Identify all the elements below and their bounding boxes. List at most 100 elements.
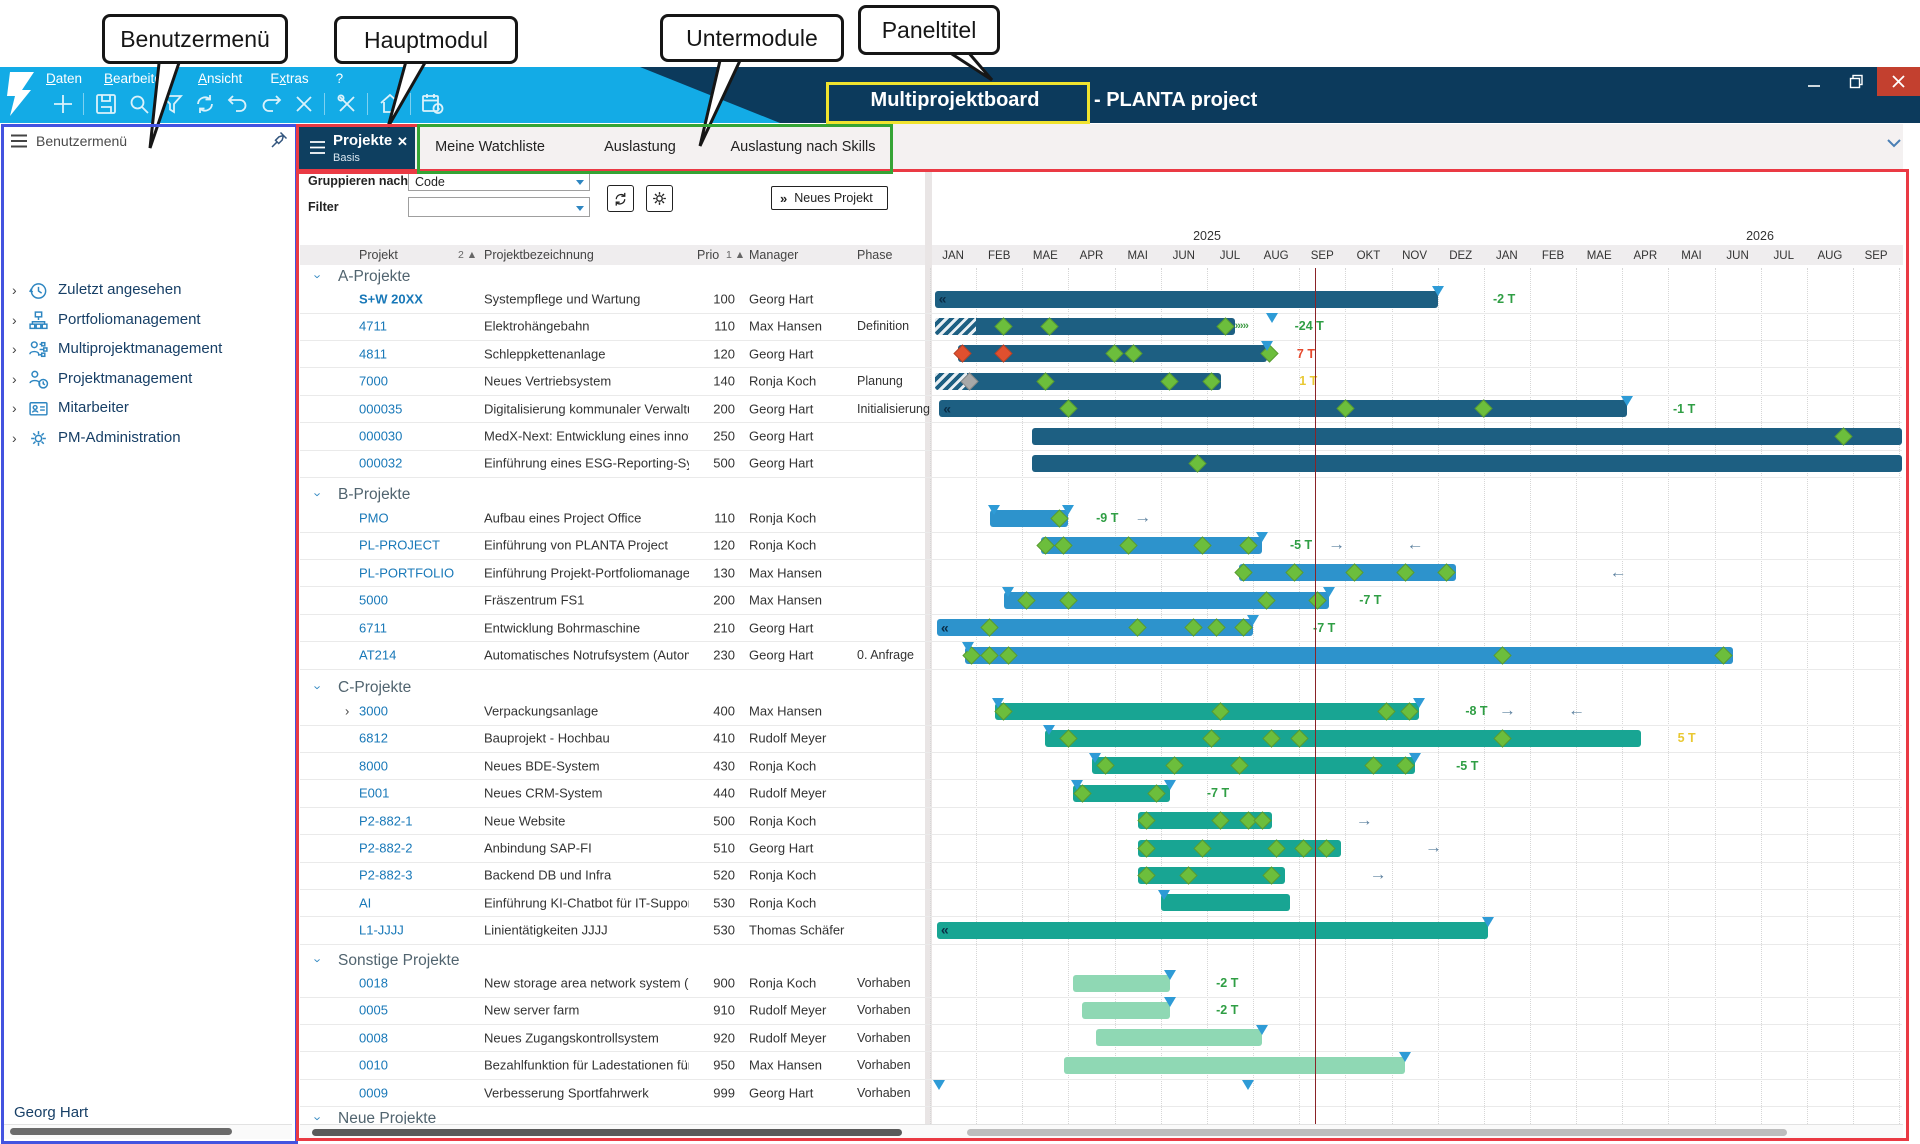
gantt-bar[interactable] bbox=[934, 317, 1235, 335]
sidebar-item-pm-administration[interactable]: › PM-Administration bbox=[10, 425, 290, 453]
project-code-link[interactable]: 4811 bbox=[359, 346, 387, 362]
tab-meine-watchliste[interactable]: Meine Watchliste bbox=[435, 139, 545, 155]
menu-help[interactable]: ? bbox=[335, 71, 344, 86]
menu-bearbeiten[interactable]: Bearbeiten bbox=[104, 71, 170, 86]
gantt-bar[interactable] bbox=[1082, 1001, 1170, 1019]
tools-icon[interactable] bbox=[334, 91, 360, 117]
expand-chevron-icon[interactable]: › bbox=[12, 429, 17, 446]
column-header-projekt[interactable]: Projekt bbox=[359, 248, 398, 262]
project-code-link[interactable]: 000035 bbox=[359, 401, 403, 417]
collapse-chevron-icon[interactable]: › bbox=[310, 958, 326, 963]
project-code-link[interactable]: 000032 bbox=[359, 455, 403, 471]
project-code-link[interactable]: E001 bbox=[359, 785, 390, 801]
project-code-link[interactable]: 6812 bbox=[359, 730, 388, 746]
refresh-button[interactable] bbox=[607, 185, 634, 212]
sidebar-item-multiprojektmanagement[interactable]: › Multiprojektmanagement bbox=[10, 336, 290, 364]
project-code-link[interactable]: AT214 bbox=[359, 647, 397, 663]
project-code-link[interactable]: 4711 bbox=[359, 318, 387, 334]
settings-button[interactable] bbox=[646, 185, 673, 212]
filter-icon[interactable] bbox=[159, 91, 185, 117]
restore-button[interactable] bbox=[1835, 67, 1877, 96]
filter-select[interactable] bbox=[408, 197, 590, 217]
group-by-select[interactable]: Code bbox=[408, 171, 590, 191]
hamburger-icon[interactable] bbox=[10, 133, 28, 149]
collapse-chevron-icon[interactable]: › bbox=[310, 685, 326, 690]
gantt-bar[interactable] bbox=[1137, 866, 1286, 884]
project-code-link[interactable]: 0009 bbox=[359, 1085, 388, 1101]
project-code-link[interactable]: PL-PROJECT bbox=[359, 537, 440, 553]
expand-chevron-icon[interactable]: › bbox=[345, 703, 350, 719]
redo-icon[interactable] bbox=[258, 91, 284, 117]
gantt-bar[interactable] bbox=[989, 509, 1069, 527]
new-project-button[interactable]: » Neues Projekt bbox=[771, 186, 888, 210]
gantt-bar[interactable] bbox=[934, 290, 1438, 308]
main-scrollbar[interactable] bbox=[300, 1124, 1903, 1140]
project-code-link[interactable]: 8000 bbox=[359, 758, 388, 774]
column-header-manager[interactable]: Manager bbox=[749, 248, 799, 262]
sidebar-item-projektmanagement[interactable]: › Projektmanagement bbox=[10, 366, 290, 394]
expand-chevron-icon[interactable]: › bbox=[12, 311, 17, 328]
gantt-bar[interactable] bbox=[1063, 1056, 1406, 1074]
expand-chevron-icon[interactable]: › bbox=[12, 282, 17, 298]
refresh-icon[interactable] bbox=[192, 91, 218, 117]
gantt-bar[interactable] bbox=[1137, 839, 1341, 857]
project-code-link[interactable]: 7000 bbox=[359, 373, 388, 389]
expand-chevron-icon[interactable]: › bbox=[12, 370, 17, 387]
tab-overflow-chevron-icon[interactable] bbox=[1886, 138, 1902, 150]
tab-projekte[interactable]: Projekte Basis ✕ bbox=[299, 126, 415, 170]
gantt-bar[interactable] bbox=[1073, 784, 1170, 802]
gantt-bar[interactable] bbox=[1031, 427, 1902, 445]
home-icon[interactable] bbox=[377, 91, 403, 117]
project-code-link[interactable]: 3000 bbox=[359, 703, 388, 719]
tab-auslastung[interactable]: Auslastung bbox=[604, 139, 676, 155]
project-code-link[interactable]: 0018 bbox=[359, 975, 388, 991]
expand-chevron-icon[interactable]: › bbox=[12, 400, 17, 416]
gantt-bar[interactable] bbox=[1096, 1029, 1263, 1047]
sidebar-item-zuletzt angesehen[interactable]: › Zuletzt angesehen bbox=[10, 277, 290, 305]
search-icon[interactable] bbox=[126, 91, 152, 117]
project-code-link[interactable]: L1-JJJJ bbox=[359, 922, 404, 938]
project-code-link[interactable]: 0005 bbox=[359, 1002, 388, 1018]
column-header-prio[interactable]: Prio bbox=[697, 248, 720, 262]
pin-icon[interactable] bbox=[270, 131, 288, 149]
collapse-chevron-icon[interactable]: › bbox=[310, 1116, 326, 1121]
table-scrollbar-thumb[interactable] bbox=[312, 1129, 902, 1136]
gantt-bar[interactable] bbox=[934, 372, 1221, 390]
sidebar-item-portfoliomanagement[interactable]: › Portfoliomanagement bbox=[10, 307, 290, 335]
menu-daten[interactable]: Daten bbox=[46, 71, 83, 86]
gantt-bar[interactable] bbox=[1137, 812, 1272, 830]
gantt-bar[interactable] bbox=[939, 400, 1627, 418]
tab-auslastung-nach-skills[interactable]: Auslastung nach Skills bbox=[730, 139, 876, 155]
save-icon[interactable] bbox=[93, 91, 119, 117]
menu-extras[interactable]: Extras bbox=[270, 71, 309, 86]
project-code-link[interactable]: PL-PORTFOLIO bbox=[359, 565, 455, 581]
project-code-link[interactable]: P2-882-3 bbox=[359, 867, 413, 883]
sidebar-item-mitarbeiter[interactable]: › Mitarbeiter bbox=[10, 395, 290, 423]
project-code-link[interactable]: P2-882-1 bbox=[359, 813, 413, 829]
scrollbar-thumb[interactable] bbox=[10, 1128, 232, 1135]
tab-close-icon[interactable]: ✕ bbox=[397, 134, 408, 149]
project-code-link[interactable]: 5000 bbox=[359, 592, 388, 608]
gantt-bar[interactable] bbox=[936, 619, 1254, 637]
gantt-bar[interactable] bbox=[1031, 454, 1902, 472]
gantt-bar[interactable] bbox=[936, 921, 1489, 939]
column-header-phase[interactable]: Phase bbox=[857, 248, 893, 262]
gantt-bar[interactable] bbox=[1160, 894, 1290, 912]
close-button[interactable] bbox=[1877, 67, 1920, 96]
project-code-link[interactable]: 0010 bbox=[359, 1057, 388, 1073]
project-code-link[interactable]: P2-882-2 bbox=[359, 840, 413, 856]
collapse-chevron-icon[interactable]: › bbox=[310, 492, 326, 497]
calendar-icon[interactable] bbox=[420, 91, 446, 117]
menu-ansicht[interactable]: Ansicht bbox=[198, 71, 243, 86]
gantt-bar[interactable] bbox=[1040, 536, 1263, 554]
gantt-bar[interactable] bbox=[1003, 591, 1330, 609]
tab-menu-icon[interactable] bbox=[309, 140, 326, 155]
undo-icon[interactable] bbox=[225, 91, 251, 117]
cancel-icon[interactable] bbox=[291, 91, 317, 117]
project-code-link[interactable]: 000030 bbox=[359, 428, 403, 444]
gantt-bar[interactable] bbox=[964, 646, 1733, 664]
column-header-projektbezeichnung[interactable]: Projektbezeichnung bbox=[484, 248, 594, 262]
project-code-link[interactable]: S+W 20XX bbox=[359, 291, 423, 307]
project-code-link[interactable]: AI bbox=[359, 895, 372, 911]
sidebar-scrollbar[interactable] bbox=[4, 1124, 292, 1139]
